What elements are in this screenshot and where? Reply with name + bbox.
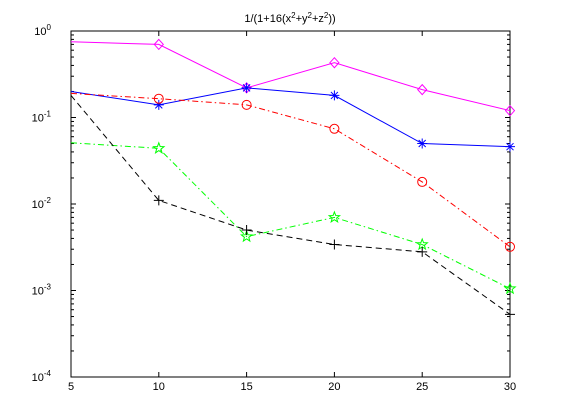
y-tick-label: 10-3 <box>32 283 52 298</box>
title-part: +y <box>296 13 308 25</box>
data-point-red-circle <box>329 123 340 134</box>
data-point-black-plus <box>417 246 428 257</box>
series-line-green-pentagram <box>70 142 511 290</box>
data-point-magenta-diamond <box>504 104 516 117</box>
series-layer <box>70 38 517 320</box>
data-point-blue-star <box>417 138 428 149</box>
data-point-magenta-diamond <box>153 38 164 51</box>
y-tick-label: 100 <box>34 23 51 38</box>
data-point-magenta-diamond <box>417 83 428 96</box>
axis-ticks <box>70 30 511 378</box>
series-line-red-circle <box>70 92 511 248</box>
data-point-black-plus <box>153 195 164 206</box>
x-tick-label: 20 <box>328 381 340 393</box>
series-blue-star <box>70 82 515 152</box>
data-point-green-pentagram <box>503 281 517 295</box>
plot-area <box>70 30 511 378</box>
title-part: 1/(1+16(x <box>244 13 291 25</box>
data-point-blue-star <box>329 90 340 101</box>
data-point-red-circle <box>505 241 515 252</box>
title-part: )) <box>328 13 335 25</box>
data-point-blue-star <box>241 82 252 93</box>
axis-tick-labels: 5 10 15 20 25 30 100 10-1 10-2 10-3 10-4 <box>32 23 517 393</box>
data-point-blue-star <box>505 141 515 152</box>
chart-title: 1/(1+16(x2+y2+z2)) <box>244 11 335 25</box>
title-part: +z <box>312 13 324 25</box>
data-point-green-pentagram <box>240 229 254 243</box>
y-tick-label: 10-4 <box>32 369 52 384</box>
x-tick-label: 15 <box>240 381 252 393</box>
data-point-red-circle <box>241 99 252 110</box>
y-tick-label: 10-2 <box>32 196 52 211</box>
data-point-green-pentagram <box>327 210 341 224</box>
series-red-circle <box>70 92 515 252</box>
data-point-black-plus <box>241 225 252 236</box>
title-part: 2 <box>324 11 329 20</box>
x-tick-label: 5 <box>68 381 74 393</box>
data-point-red-circle <box>153 93 164 104</box>
data-point-blue-star <box>153 99 164 110</box>
data-point-magenta-diamond <box>329 56 340 69</box>
series-line-black-plus <box>70 95 511 315</box>
data-point-black-plus <box>329 239 340 250</box>
title-part: 2 <box>291 11 296 20</box>
series-line-magenta-diamond <box>70 41 511 112</box>
series-black-plus <box>70 95 515 320</box>
y-tick-label: 10-1 <box>32 110 52 125</box>
x-tick-label: 10 <box>153 381 165 393</box>
x-tick-label: 25 <box>416 381 428 393</box>
data-point-red-circle <box>417 176 428 187</box>
data-point-green-pentagram <box>152 141 166 154</box>
data-point-black-plus <box>505 309 515 320</box>
x-tick-label: 30 <box>504 381 516 393</box>
series-line-blue-star <box>70 87 511 148</box>
title-part: 2 <box>308 11 313 20</box>
